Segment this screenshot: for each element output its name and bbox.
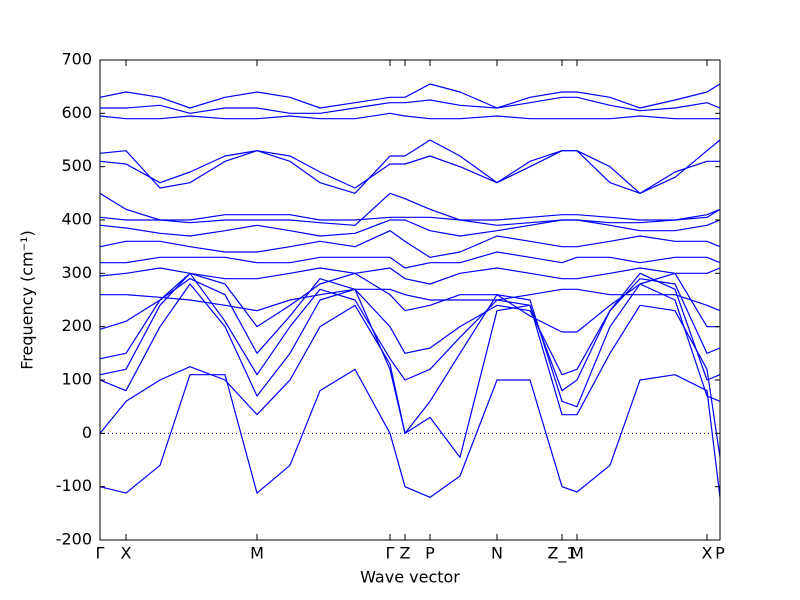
x-tick-label: M [570,544,584,563]
band-line [100,251,721,269]
band-line [100,96,721,114]
band-line [99,83,721,109]
x-tick-label: Z_1 [547,544,576,564]
band-line [99,192,721,226]
y-tick-label: -100 [56,476,92,495]
band-line [100,288,721,312]
band-line [99,272,721,392]
x-tick-label: N [491,544,503,563]
plot-frame [99,59,721,541]
y-tick-label: 500 [61,156,92,175]
band-line [99,267,721,285]
x-tick-label: Γ [386,544,395,563]
y-tick-label: 0 [82,423,92,442]
band-line [99,368,721,498]
x-tick-label: Γ [96,544,105,563]
band-line [99,112,720,120]
y-tick-label: 300 [61,263,92,282]
x-tick-label: M [250,544,264,563]
band-line [99,304,721,458]
y-tick-label: 200 [61,316,92,335]
x-tick-label: P [715,544,725,563]
band-line [99,139,721,194]
band-line [99,208,721,221]
y-tick-label: 700 [61,50,92,69]
y-tick-label: 100 [61,370,92,389]
band-line [99,230,721,258]
band-line [99,150,720,194]
x-tick-label: Z [400,544,411,563]
x-tick-label: X [121,544,132,563]
y-tick-label: 400 [61,210,92,229]
y-axis-label: Frequency (cm⁻¹) [18,230,37,369]
band-line [99,219,721,237]
x-axis-label: Wave vector [360,568,460,587]
y-tick-label: 600 [61,103,92,122]
band-line [99,283,721,434]
x-tick-label: X [702,544,713,563]
x-tick-label: P [425,544,435,563]
y-tick-label: -200 [56,530,92,549]
